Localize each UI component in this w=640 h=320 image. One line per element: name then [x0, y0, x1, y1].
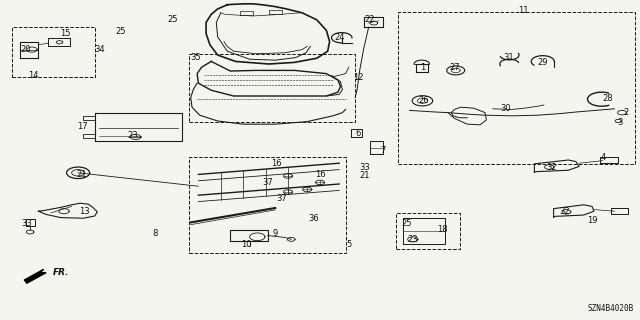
Text: 33: 33: [360, 164, 370, 172]
Text: 25: 25: [401, 220, 412, 228]
Text: 28: 28: [603, 94, 613, 103]
Text: 11: 11: [518, 6, 529, 15]
Text: 15: 15: [60, 29, 70, 38]
Text: 30: 30: [500, 104, 511, 113]
Text: 1: 1: [420, 63, 425, 72]
Text: 33: 33: [22, 220, 32, 228]
Text: 37: 37: [276, 194, 287, 203]
Text: 26: 26: [419, 96, 429, 105]
Text: 3: 3: [617, 118, 622, 127]
Text: SZN4B4020B: SZN4B4020B: [588, 304, 634, 313]
Text: 23: 23: [408, 235, 418, 244]
Text: 32: 32: [547, 163, 557, 172]
Text: 14: 14: [28, 71, 38, 80]
Text: 12: 12: [353, 73, 364, 82]
Text: 17: 17: [77, 122, 87, 131]
Text: 35: 35: [190, 53, 200, 62]
Text: 18: 18: [438, 225, 448, 234]
Text: 9: 9: [273, 229, 278, 238]
Text: 8: 8: [152, 229, 157, 238]
Text: FR.: FR.: [52, 268, 69, 277]
Text: 22: 22: [365, 15, 375, 24]
Text: 13: 13: [79, 207, 90, 216]
Text: 24: 24: [334, 33, 344, 42]
Text: 29: 29: [538, 58, 548, 67]
Text: 25: 25: [168, 15, 178, 24]
Text: 25: 25: [115, 28, 125, 36]
Text: 19: 19: [587, 216, 597, 225]
Text: 34: 34: [94, 45, 104, 54]
Text: 6: 6: [356, 129, 361, 138]
Text: 2: 2: [623, 108, 628, 117]
Text: 32: 32: [559, 207, 570, 216]
Text: 16: 16: [271, 159, 282, 168]
Text: 27: 27: [449, 63, 460, 72]
Text: 7: 7: [380, 146, 385, 155]
Text: 21: 21: [360, 172, 370, 180]
Text: 4: 4: [600, 153, 605, 162]
Text: 36: 36: [308, 214, 319, 223]
Text: 5: 5: [346, 240, 351, 249]
Text: 20: 20: [20, 45, 31, 54]
Text: 16: 16: [315, 170, 325, 179]
Text: 31: 31: [504, 53, 514, 62]
Text: 10: 10: [241, 240, 252, 249]
Text: 23: 23: [127, 132, 138, 140]
Text: 21: 21: [77, 170, 87, 179]
Polygon shape: [24, 269, 46, 283]
Text: 37: 37: [262, 178, 273, 187]
